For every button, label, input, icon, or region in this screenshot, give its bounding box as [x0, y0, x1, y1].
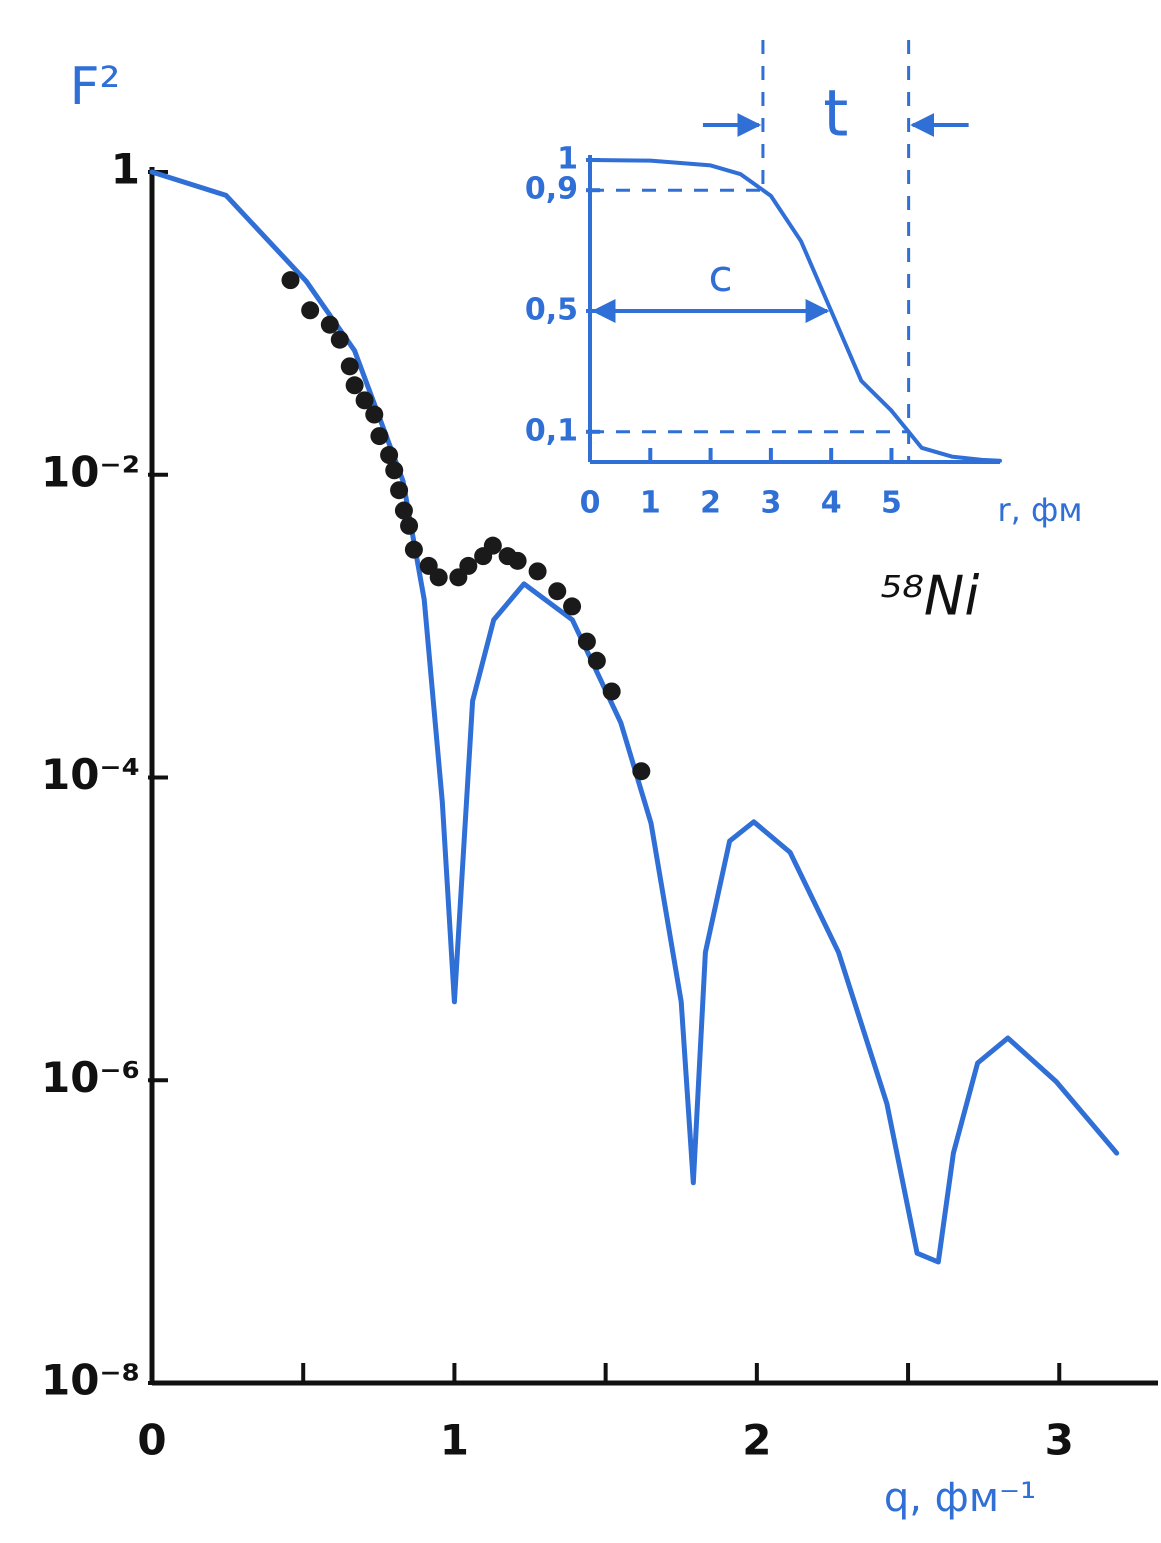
data-point	[404, 540, 423, 559]
data-point	[508, 551, 527, 570]
y-axis-label: F²	[70, 57, 121, 117]
y-tick-label: 1	[557, 142, 578, 177]
x-tick-label: 0	[137, 1416, 166, 1465]
nucleus-label: ⁵⁸Ni	[881, 565, 980, 628]
data-point	[632, 762, 651, 781]
data-point	[380, 446, 399, 465]
data-point	[301, 301, 320, 320]
data-point	[320, 315, 339, 334]
x-tick-label: 3	[760, 486, 781, 521]
x-tick-label: 3	[1045, 1416, 1074, 1465]
x-tick-label: 1	[640, 486, 661, 521]
data-point	[330, 330, 349, 349]
data-point	[365, 405, 384, 424]
x-tick-label: 1	[440, 1416, 469, 1465]
data-point	[602, 682, 621, 701]
data-point	[355, 391, 374, 410]
y-tick-label: 10⁻⁸	[41, 1356, 140, 1405]
width-label: t	[823, 78, 848, 152]
y-tick-label: 0,9	[525, 172, 578, 207]
x-tick-label: 4	[821, 486, 842, 521]
data-point	[548, 582, 567, 601]
data-point	[577, 632, 596, 651]
y-tick-label: 0,5	[525, 293, 578, 328]
x-axis-label: q, фм⁻¹	[884, 1475, 1036, 1521]
data-point	[563, 597, 582, 616]
x-tick-label: 2	[742, 1416, 771, 1465]
data-point	[340, 357, 359, 376]
x-tick-label: 0	[580, 486, 601, 521]
y-tick-label: 10⁻⁴	[41, 750, 140, 799]
y-tick-label: 10⁻²	[41, 447, 140, 496]
data-point	[429, 568, 448, 587]
data-point	[528, 562, 547, 581]
data-point	[281, 271, 300, 290]
radius-label: c	[708, 251, 732, 302]
x-tick-label: 2	[700, 486, 721, 521]
data-point	[385, 461, 404, 480]
data-point	[483, 536, 502, 555]
y-tick-label: 10⁻⁶	[41, 1053, 140, 1102]
data-point	[345, 376, 364, 395]
data-point	[370, 427, 389, 446]
x-axis-label: r, фм	[998, 491, 1083, 529]
data-point	[400, 516, 419, 535]
data-point	[394, 501, 413, 520]
y-tick-label: 0,1	[525, 413, 578, 448]
curve	[588, 158, 1002, 463]
data-point	[587, 651, 606, 670]
x-tick-label: 5	[881, 486, 902, 521]
data-point	[459, 556, 478, 575]
data-point	[390, 481, 409, 500]
curve	[149, 169, 1120, 1265]
y-tick-label: 1	[111, 145, 140, 194]
